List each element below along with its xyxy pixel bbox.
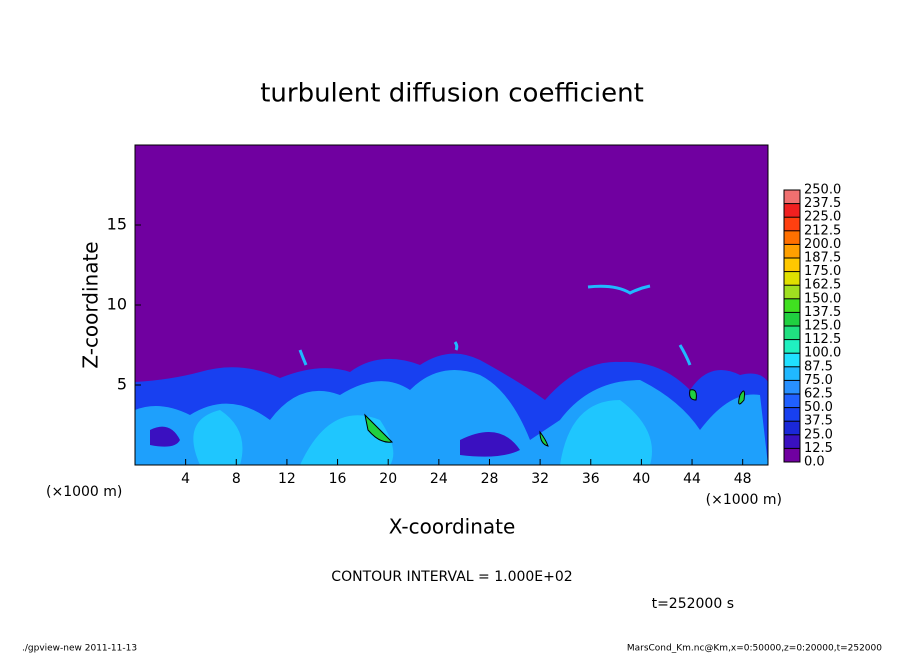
footer-right: MarsCond_Km.nc@Km,x=0:50000,z=0:20000,t=… xyxy=(627,644,882,654)
colorbar-swatch xyxy=(784,190,800,204)
colorbar-swatch xyxy=(784,407,800,422)
contour-interval: CONTOUR INTERVAL = 1.000E+02 xyxy=(331,569,572,585)
time-label: t=252000 s xyxy=(652,596,734,612)
colorbar-label: 200.0 xyxy=(804,237,841,252)
x-tick-label: 36 xyxy=(582,471,600,487)
colorbar-swatch xyxy=(784,434,800,449)
x-tick-label: 16 xyxy=(329,471,347,487)
y-axis-label: Z-coordinate xyxy=(79,241,103,368)
colorbar-swatch xyxy=(784,217,800,231)
colorbar-label: 250.0 xyxy=(804,183,841,198)
colorbar-label: 237.5 xyxy=(804,196,841,211)
colorbar-swatch xyxy=(784,353,800,367)
colorbar-swatch xyxy=(784,339,800,354)
x-tick-label: 20 xyxy=(379,471,397,487)
colorbar-label: 125.0 xyxy=(804,319,841,334)
colorbar-swatch xyxy=(784,394,800,408)
field-region xyxy=(364,389,745,447)
field-region xyxy=(150,426,520,457)
colorbar-swatch xyxy=(784,271,800,286)
colorbar-label: 12.5 xyxy=(804,441,833,456)
x-tick-label: 24 xyxy=(430,471,448,487)
footer-left: ./gpview-new 2011-11-13 xyxy=(22,644,137,654)
colorbar-label: 25.0 xyxy=(804,427,833,442)
x-axis-label: X-coordinate xyxy=(389,515,516,539)
x-tick-label: 8 xyxy=(232,471,241,487)
colorbar-swatch xyxy=(784,285,800,299)
colorbar-label: 112.5 xyxy=(804,332,841,347)
colorbar-swatch xyxy=(784,366,800,381)
chart-title: turbulent diffusion coefficient xyxy=(260,79,644,109)
colorbar-label: 50.0 xyxy=(804,400,833,415)
colorbar-swatch xyxy=(784,380,800,394)
colorbar-swatch xyxy=(784,244,800,258)
colorbar-label: 100.0 xyxy=(804,346,841,361)
colorbar-label: 87.5 xyxy=(804,359,833,374)
x-tick-label: 44 xyxy=(683,471,701,487)
colorbar-swatch xyxy=(784,448,800,462)
y-tick-label: 5 xyxy=(117,375,127,394)
colorbar-label: 37.5 xyxy=(804,414,833,429)
colorbar-swatch xyxy=(784,258,800,272)
field-region xyxy=(298,341,692,366)
field-region xyxy=(587,284,651,295)
colorbar-swatch xyxy=(784,298,800,313)
colorbar-swatch xyxy=(784,230,800,245)
colorbar-label: 137.5 xyxy=(804,305,841,320)
colorbar-swatch xyxy=(784,203,800,218)
x-tick-label: 28 xyxy=(481,471,499,487)
field-region xyxy=(193,400,653,465)
x-tick-label: 40 xyxy=(632,471,650,487)
x-tick-label: 48 xyxy=(734,471,752,487)
colorbar-swatch xyxy=(784,421,800,435)
colorbar-label: 187.5 xyxy=(804,251,841,266)
colorbar-label: 162.5 xyxy=(804,278,841,293)
colorbar-label: 62.5 xyxy=(804,387,833,402)
colorbar-label: 0.0 xyxy=(804,455,825,470)
x-tick-label: 4 xyxy=(181,471,190,487)
y-tick-label: 10 xyxy=(107,295,127,314)
field-layer xyxy=(135,284,768,465)
y-unit-label: (×1000 m) xyxy=(46,484,122,500)
colorbar-swatch xyxy=(784,312,800,326)
x-unit-label: (×1000 m) xyxy=(706,492,782,508)
colorbar-label: 150.0 xyxy=(804,291,841,306)
colorbar-label: 75.0 xyxy=(804,373,833,388)
x-tick-label: 32 xyxy=(531,471,549,487)
colorbar-label: 212.5 xyxy=(804,223,841,238)
y-tick-label: 15 xyxy=(107,215,127,234)
x-tick-label: 12 xyxy=(278,471,296,487)
colorbar-label: 225.0 xyxy=(804,210,841,225)
colorbar-swatch xyxy=(784,326,800,340)
colorbar-label: 175.0 xyxy=(804,264,841,279)
